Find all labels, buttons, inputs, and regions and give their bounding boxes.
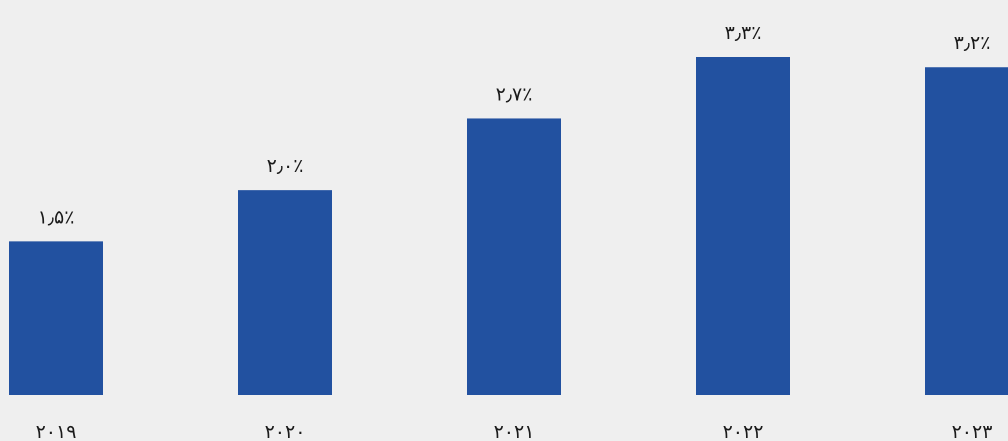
x-axis-tick-labels: ۲۰۱۹ ۲۰۲۰ ۲۰۲۱ ۲۰۲۲ ۲۰۲۳ [36, 421, 993, 441]
data-labels-group: ۱٫۵٪ ۲٫۰٪ ۲٫۷٪ ۳٫۳٪ ۳٫۲٪ [38, 22, 991, 228]
bar-5 [925, 67, 1008, 395]
data-label-2: ۲٫۰٪ [267, 155, 304, 177]
data-label-4: ۳٫۳٪ [725, 22, 762, 44]
bar-4 [696, 57, 790, 395]
bar-1 [9, 241, 103, 395]
bar-2 [238, 190, 332, 395]
x-tick-label-2: ۲۰۲۰ [265, 421, 306, 441]
data-label-5: ۳٫۲٪ [954, 32, 991, 54]
x-tick-label-4: ۲۰۲۲ [723, 421, 764, 441]
bar-3 [467, 118, 561, 396]
data-label-3: ۲٫۷٪ [496, 83, 533, 105]
x-tick-label-3: ۲۰۲۱ [494, 421, 535, 441]
data-label-1: ۱٫۵٪ [38, 206, 75, 228]
x-tick-label-1: ۲۰۱۹ [36, 421, 77, 441]
x-tick-label-5: ۲۰۲۳ [952, 421, 993, 441]
bars-group [9, 57, 1008, 396]
